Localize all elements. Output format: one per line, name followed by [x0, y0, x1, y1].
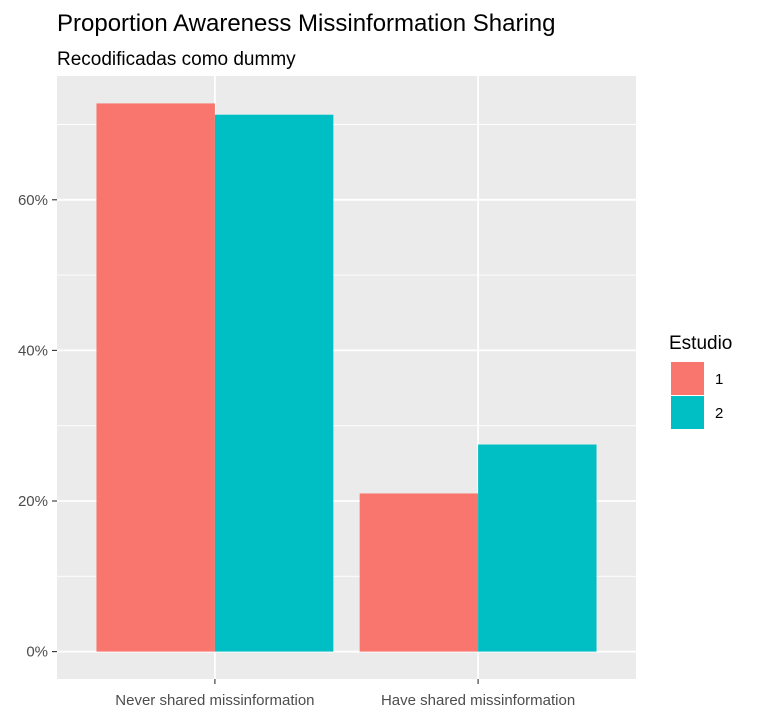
- y-tick-label: 60%: [18, 192, 48, 209]
- y-tick-label: 20%: [18, 493, 48, 510]
- legend-swatch: [671, 362, 704, 395]
- legend-label: 2: [715, 405, 723, 422]
- legend-swatch: [671, 396, 704, 429]
- x-axis: Never shared missinformation Have shared …: [115, 679, 575, 709]
- bar: [359, 493, 479, 652]
- legend: Estudio 1 2: [669, 333, 732, 429]
- x-tick-label: Never shared missinformation: [115, 692, 314, 709]
- legend-label: 1: [715, 371, 723, 388]
- chart-title: Proportion Awareness Missinformation Sha…: [57, 10, 555, 37]
- legend-title: Estudio: [669, 333, 732, 354]
- bar: [478, 444, 597, 652]
- bar: [214, 114, 334, 652]
- x-tick-label: Have shared missinformation: [381, 692, 575, 709]
- y-axis: 0% 20% 40% 60%: [18, 192, 57, 661]
- y-tick-label: 40%: [18, 342, 48, 359]
- chart-subtitle: Recodificadas como dummy: [57, 49, 296, 70]
- bar: [96, 103, 215, 652]
- y-tick-label: 0%: [26, 644, 48, 661]
- bars: [96, 103, 597, 652]
